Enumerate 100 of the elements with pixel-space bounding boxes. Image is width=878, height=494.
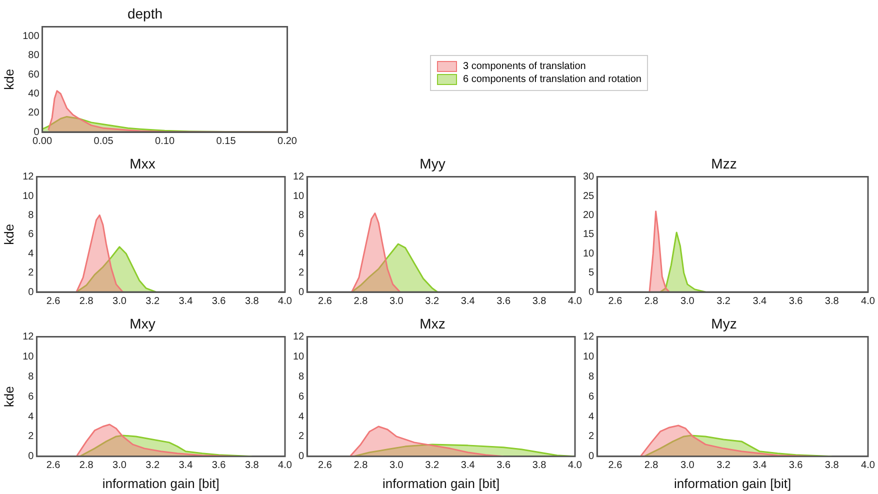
x-tick-label: 2.6 <box>608 296 623 307</box>
y-tick-label: 6 <box>28 229 34 240</box>
x-tick-label: 4.0 <box>568 296 582 307</box>
y-tick-label: 2 <box>298 431 305 442</box>
x-tick-label: 4.0 <box>278 296 292 307</box>
y-tick-label: 0 <box>28 451 34 462</box>
y-tick-label: 20 <box>28 108 40 119</box>
x-tick-label: 3.6 <box>788 296 804 307</box>
y-tick-label: 12 <box>583 332 595 343</box>
y-tick-label: 10 <box>22 190 34 202</box>
x-tick-label: 2.8 <box>354 296 368 307</box>
y-tick-label: 0 <box>588 451 595 462</box>
y-tick-label: 25 <box>583 190 595 202</box>
x-tick-label: 3.0 <box>112 460 127 472</box>
chart-title: Mxx <box>130 155 156 172</box>
x-tick-label: 3.8 <box>824 296 840 307</box>
y-tick-label: 12 <box>22 332 34 343</box>
y-tick-label: 0 <box>28 286 34 298</box>
y-tick-label: 0 <box>298 451 305 462</box>
x-tick-label: 3.2 <box>716 460 731 472</box>
y-tick-label: 2 <box>588 431 595 442</box>
x-tick-label: 2.8 <box>354 460 368 472</box>
x-tick-label: 4.0 <box>861 296 876 307</box>
y-axis-title: kde <box>1 224 16 245</box>
x-tick-label: 3.0 <box>389 460 404 472</box>
x-tick-label: 2.6 <box>46 296 61 307</box>
x-tick-label: 3.6 <box>788 460 804 472</box>
x-tick-label: 0.00 <box>32 136 52 147</box>
y-tick-label: 6 <box>298 229 305 240</box>
x-tick-label: 3.0 <box>112 296 127 307</box>
x-tick-label: 3.2 <box>716 296 731 307</box>
y-tick-label: 2 <box>28 431 34 442</box>
y-tick-label: 8 <box>28 210 34 221</box>
y-tick-label: 0 <box>588 286 595 298</box>
x-tick-label: 3.8 <box>824 460 840 472</box>
y-tick-label: 10 <box>293 351 305 362</box>
y-tick-label: 12 <box>293 172 305 183</box>
y-tick-label: 4 <box>298 248 305 260</box>
y-tick-label: 6 <box>28 391 34 402</box>
x-tick-label: 3.4 <box>178 296 194 307</box>
x-tick-label: 3.8 <box>244 460 260 472</box>
y-axis-title: kde <box>1 68 16 90</box>
y-tick-label: 80 <box>28 50 40 62</box>
x-tick-label: 4.0 <box>861 460 876 472</box>
chart-title: Myy <box>420 155 446 172</box>
y-tick-label: 4 <box>298 411 305 422</box>
x-tick-label: 3.8 <box>532 296 547 307</box>
y-tick-label: 5 <box>588 268 595 279</box>
x-tick-label: 3.6 <box>496 296 511 307</box>
y-tick-label: 10 <box>583 248 595 260</box>
x-tick-label: 3.4 <box>752 296 768 307</box>
x-tick-label: 2.6 <box>608 460 623 472</box>
x-tick-label: 3.6 <box>212 460 226 472</box>
y-tick-label: 40 <box>28 88 40 100</box>
y-tick-label: 6 <box>588 391 595 402</box>
y-tick-label: 30 <box>583 172 595 183</box>
y-tick-label: 0 <box>34 126 40 138</box>
x-axis-title: information gain [bit] <box>382 476 500 491</box>
y-tick-label: 12 <box>22 172 34 183</box>
y-tick-label: 15 <box>583 229 595 240</box>
y-tick-label: 2 <box>28 268 34 279</box>
y-tick-label: 10 <box>293 190 305 202</box>
x-axis-title: information gain [bit] <box>102 476 220 491</box>
y-tick-label: 0 <box>298 286 305 298</box>
x-tick-label: 0.15 <box>216 136 236 147</box>
y-tick-label: 2 <box>298 268 305 279</box>
y-tick-label: 20 <box>583 210 595 221</box>
x-tick-label: 3.0 <box>389 296 404 307</box>
x-tick-label: 3.6 <box>212 296 226 307</box>
legend-label: 6 components of translation and rotation <box>463 74 642 85</box>
y-axis-title: kde <box>1 386 16 408</box>
chart-title: Mzz <box>711 155 737 172</box>
x-tick-label: 2.6 <box>318 460 332 472</box>
y-tick-label: 8 <box>28 371 34 382</box>
x-tick-label: 3.8 <box>244 296 260 307</box>
x-tick-label: 2.8 <box>79 296 94 307</box>
y-tick-label: 8 <box>298 371 305 382</box>
x-tick-label: 2.6 <box>318 296 332 307</box>
x-tick-label: 3.0 <box>680 296 695 307</box>
x-tick-label: 0.05 <box>94 136 114 147</box>
x-axis-title: information gain [bit] <box>674 476 792 491</box>
x-tick-label: 3.4 <box>178 460 194 472</box>
y-tick-label: 8 <box>588 371 595 382</box>
x-tick-label: 3.4 <box>460 296 476 307</box>
x-tick-label: 2.6 <box>46 460 61 472</box>
x-tick-label: 3.2 <box>425 296 440 307</box>
y-tick-label: 100 <box>22 31 40 42</box>
chart-title: Myz <box>711 315 737 332</box>
y-tick-label: 10 <box>583 351 595 362</box>
y-tick-label: 6 <box>298 391 305 402</box>
x-tick-label: 3.4 <box>460 460 476 472</box>
x-tick-label: 3.2 <box>146 460 160 472</box>
legend-label: 3 components of translation <box>463 61 586 72</box>
x-tick-label: 2.8 <box>79 460 94 472</box>
x-tick-label: 3.8 <box>532 460 547 472</box>
chart-title: depth <box>127 5 163 22</box>
y-tick-label: 10 <box>22 351 34 362</box>
x-tick-label: 2.8 <box>644 460 659 472</box>
y-tick-label: 12 <box>293 332 305 343</box>
y-tick-label: 4 <box>588 411 595 422</box>
